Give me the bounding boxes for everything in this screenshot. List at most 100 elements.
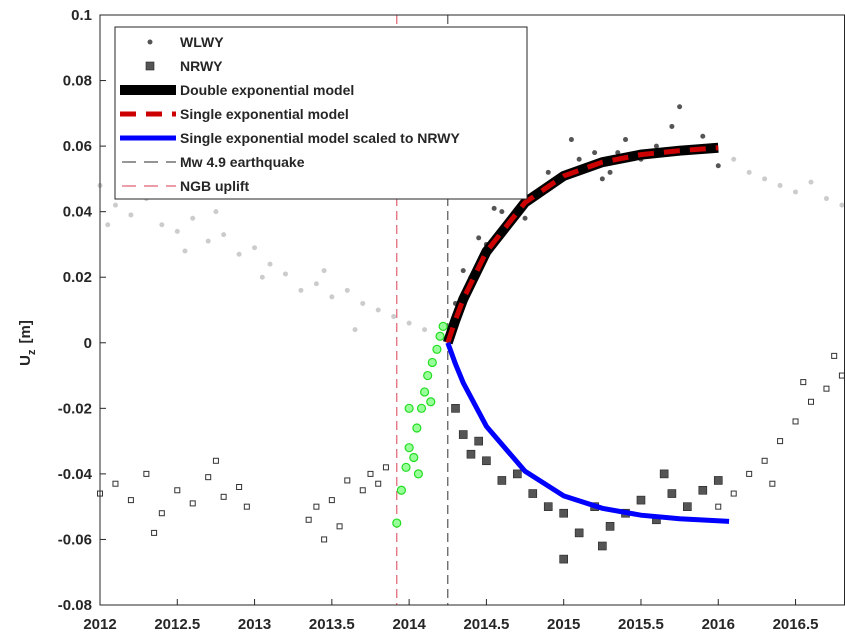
legend-label: Mw 4.9 earthquake <box>180 154 305 170</box>
x-tick-label: 2014 <box>392 616 426 633</box>
point <box>406 320 412 326</box>
legend-label: Double exponential model <box>180 82 354 98</box>
point <box>159 222 165 228</box>
point <box>423 370 433 381</box>
point <box>328 497 335 504</box>
x-tick-label: 2013 <box>238 616 271 633</box>
point <box>112 480 119 487</box>
point <box>344 287 350 293</box>
point <box>404 443 414 453</box>
point <box>243 503 250 510</box>
point <box>313 281 319 287</box>
point <box>669 123 675 129</box>
point <box>659 469 669 479</box>
point <box>700 133 706 139</box>
y-tick-label: -0.04 <box>58 466 93 483</box>
point <box>392 518 402 528</box>
point <box>522 215 528 221</box>
model-line <box>445 145 719 344</box>
point <box>559 554 568 564</box>
point <box>715 503 722 510</box>
point <box>474 436 483 446</box>
x-tick-label: 2013.5 <box>309 616 355 633</box>
point <box>607 169 613 175</box>
point <box>298 287 304 293</box>
point <box>359 487 366 494</box>
point <box>213 209 219 215</box>
y-label-sub: z <box>26 349 38 355</box>
point <box>793 189 799 195</box>
point <box>839 202 845 208</box>
point <box>559 508 568 518</box>
point <box>762 176 768 182</box>
y-tick-label: 0.06 <box>63 138 92 155</box>
point <box>409 452 419 463</box>
model-line <box>445 341 730 524</box>
point <box>205 474 212 481</box>
point <box>698 485 708 495</box>
point <box>777 438 784 445</box>
point <box>174 228 180 234</box>
point <box>259 274 265 280</box>
point <box>808 179 814 185</box>
point <box>746 470 753 477</box>
point <box>482 456 491 466</box>
point <box>823 196 829 202</box>
point <box>713 476 723 485</box>
point <box>422 327 428 333</box>
point <box>416 403 427 413</box>
point <box>375 480 382 487</box>
point <box>344 477 351 484</box>
point <box>313 503 320 510</box>
point <box>831 352 838 359</box>
point <box>598 541 607 551</box>
point <box>667 489 677 498</box>
point <box>623 137 629 143</box>
point <box>143 470 150 477</box>
legend-label: Single exponential model <box>180 106 349 122</box>
point <box>404 403 414 413</box>
point <box>432 344 442 354</box>
point <box>777 182 783 188</box>
point <box>653 143 659 149</box>
point <box>305 516 312 523</box>
point <box>599 176 605 182</box>
y-tick-label: 0.02 <box>63 269 92 286</box>
point <box>458 430 468 439</box>
point <box>576 156 582 162</box>
point <box>730 490 737 497</box>
point <box>105 222 111 228</box>
legend-label: NRWY <box>180 58 223 74</box>
point <box>413 469 424 479</box>
point <box>513 469 522 479</box>
point <box>252 245 258 251</box>
point <box>220 493 227 500</box>
point <box>543 502 553 511</box>
point <box>221 232 227 238</box>
x-tick-label: 2012 <box>83 616 116 633</box>
point <box>677 104 683 110</box>
point <box>460 268 466 274</box>
point <box>190 215 196 221</box>
point <box>731 156 737 162</box>
point <box>769 480 776 487</box>
point <box>205 238 211 244</box>
point <box>605 522 615 531</box>
point <box>145 61 155 71</box>
point <box>282 271 288 277</box>
y-tick-label: -0.06 <box>58 531 92 548</box>
point <box>212 457 219 464</box>
legend: WLWY NRWY Double exponential model Single e… <box>114 26 528 200</box>
point <box>396 485 407 495</box>
point <box>427 357 437 368</box>
legend-label: NGB uplift <box>180 178 250 194</box>
point <box>382 464 389 471</box>
point <box>636 495 646 505</box>
point <box>391 314 397 320</box>
point <box>746 169 752 175</box>
point <box>236 251 242 257</box>
y-axis-label: Uz [m] <box>17 320 38 366</box>
point <box>435 331 445 341</box>
point <box>189 500 196 507</box>
